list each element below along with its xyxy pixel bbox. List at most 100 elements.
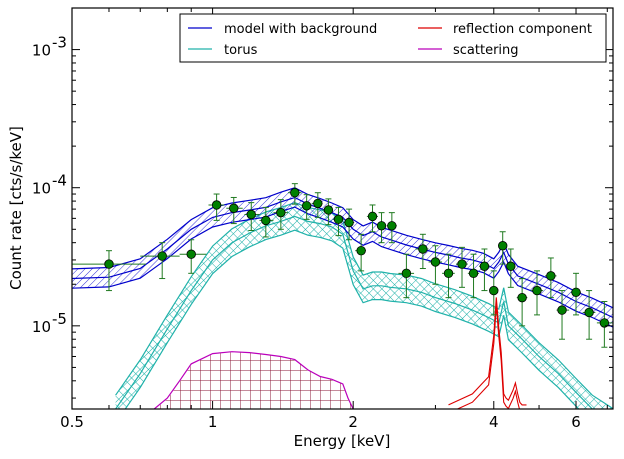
data-marker — [443, 268, 454, 279]
data-point-28 — [516, 278, 528, 327]
x-tick-label: 6 — [571, 413, 581, 431]
x-tick-label: 4 — [489, 413, 499, 431]
data-point-12 — [332, 206, 344, 237]
data-marker — [546, 271, 556, 281]
x-tick-labels: 0.5 1 2 4 6 — [60, 413, 581, 431]
data-marker — [301, 201, 312, 211]
data-marker — [557, 305, 567, 315]
model-lower-line — [72, 206, 613, 328]
y-tick-label-base: 10 — [32, 42, 51, 60]
scattering-area — [154, 351, 354, 409]
data-point-25 — [489, 270, 499, 316]
data-point-32 — [570, 272, 582, 316]
scattering-layer — [153, 351, 354, 409]
legend-box — [179, 13, 607, 63]
torus-layer — [115, 201, 613, 409]
x-axis-title: Energy [keV] — [294, 432, 391, 450]
data-point-29 — [530, 270, 544, 316]
data-point-27 — [506, 248, 516, 288]
plot-frame — [71, 7, 614, 410]
data-marker — [344, 217, 354, 228]
x-tick-label: 2 — [348, 413, 358, 431]
data-marker — [599, 318, 610, 328]
data-point-8 — [287, 183, 302, 205]
torus-band — [115, 202, 613, 409]
y-tick-label-base: 10 — [32, 180, 51, 198]
data-marker — [489, 285, 499, 296]
data-marker — [532, 285, 542, 296]
data-marker — [229, 203, 239, 213]
data-point-7 — [273, 199, 288, 230]
torus-upper-line — [115, 201, 613, 409]
legend: model with background reflection compone… — [179, 13, 607, 63]
data-point-33 — [582, 290, 596, 340]
data-point-3 — [208, 193, 225, 221]
data-marker — [571, 287, 581, 297]
data-point-5 — [244, 202, 260, 232]
data-marker — [356, 245, 366, 256]
data-point-19 — [415, 233, 429, 270]
data-marker — [261, 215, 271, 226]
data-marker — [498, 241, 508, 251]
data-marker — [186, 249, 196, 259]
y-axis-title: Count rate [cts/s/keV] — [7, 126, 25, 290]
data-marker — [517, 292, 527, 303]
model-band — [72, 187, 613, 328]
data-marker — [430, 257, 441, 267]
data-marker — [479, 261, 490, 271]
data-marker — [246, 209, 256, 220]
data-marker — [506, 261, 516, 271]
x-tick-label: 1 — [208, 413, 218, 431]
data-marker — [376, 221, 387, 231]
data-point-11 — [322, 198, 334, 226]
data-point-22 — [455, 246, 468, 288]
data-marker — [290, 188, 300, 198]
data-marker — [104, 259, 114, 269]
data-marker — [313, 198, 323, 209]
data-point-16 — [376, 212, 387, 244]
data-point-34 — [596, 301, 613, 348]
data-point-24 — [479, 248, 490, 292]
data-point-0 — [72, 250, 146, 292]
data-marker — [418, 244, 428, 254]
legend-label-model: model with background — [224, 22, 377, 37]
torus-lower-line — [124, 229, 580, 409]
y-tick-label-base: 10 — [32, 318, 51, 336]
data-point-9 — [301, 194, 312, 220]
y-tick-label-exponent: -3 — [52, 34, 67, 52]
data-point-31 — [556, 290, 570, 340]
x-tick-label: 0.5 — [60, 413, 84, 431]
legend-label-torus: torus — [224, 43, 258, 58]
data-point-21 — [442, 253, 455, 299]
data-point-14 — [355, 233, 366, 272]
data-marker — [276, 207, 286, 218]
y-tick-label-exponent: -5 — [52, 310, 67, 328]
data-point-6 — [259, 206, 274, 238]
y-tick-label-exponent: -4 — [52, 172, 67, 190]
axis-ticks — [71, 7, 613, 409]
plot-area — [72, 183, 613, 409]
data-point-2 — [179, 239, 207, 274]
legend-label-reflection: reflection component — [453, 22, 592, 37]
data-marker — [367, 211, 378, 222]
data-point-15 — [366, 204, 378, 233]
data-marker — [468, 268, 479, 279]
torus-mid-line — [115, 215, 594, 409]
data-marker — [211, 200, 222, 210]
scattering-line — [153, 351, 354, 409]
model-layer — [72, 187, 613, 328]
data-point-1 — [140, 242, 180, 280]
reflection-layer — [448, 297, 527, 409]
data-point-20 — [428, 245, 443, 285]
data-marker — [584, 307, 594, 318]
data-point-18 — [398, 253, 415, 299]
data-point-13 — [343, 208, 355, 241]
data-marker — [323, 205, 334, 215]
data-point-23 — [467, 253, 480, 299]
reflection-upper-line — [448, 297, 527, 406]
data-point-17 — [386, 212, 397, 244]
reflection-lower-line — [456, 305, 521, 409]
legend-label-scattering: scattering — [453, 43, 519, 58]
data-point-4 — [226, 196, 243, 225]
